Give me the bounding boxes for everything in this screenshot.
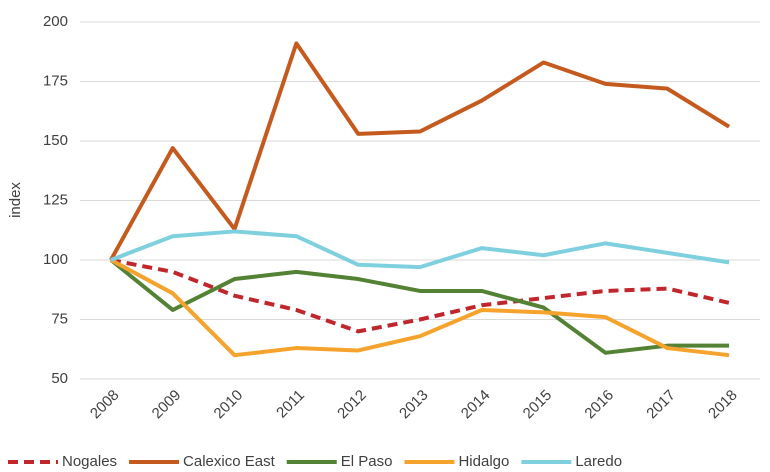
y-tick-label: 175 — [43, 72, 68, 89]
x-tick-label: 2017 — [643, 387, 679, 423]
y-tick-label: 150 — [43, 132, 68, 149]
y-tick-label: 75 — [51, 310, 68, 327]
x-tick-label: 2008 — [87, 387, 123, 423]
y-tick-label: 125 — [43, 191, 68, 208]
y-tick-label: 50 — [51, 370, 68, 387]
x-tick-label: 2012 — [334, 387, 370, 423]
line — [109, 258, 730, 358]
line — [109, 41, 731, 261]
legend-label: Hidalgo — [458, 453, 509, 470]
x-tick-label: 2011 — [273, 387, 308, 422]
x-tick-label: 2010 — [211, 387, 247, 423]
x-tick-label: 2016 — [581, 387, 617, 423]
x-tick-label: 2015 — [520, 387, 556, 423]
legend-label: El Paso — [341, 453, 393, 470]
line — [110, 258, 730, 334]
y-tick-label: 200 — [43, 13, 68, 30]
x-tick-label: 2013 — [396, 387, 432, 423]
line — [110, 229, 730, 270]
line — [109, 258, 730, 355]
x-tick-label: 2014 — [458, 387, 494, 423]
y-tick-label: 100 — [43, 251, 68, 268]
legend-label: Laredo — [575, 453, 622, 470]
x-tick-label: 2009 — [149, 387, 185, 423]
legend-label: Nogales — [62, 453, 117, 470]
y-axis-label: index — [7, 182, 24, 218]
legend-label: Calexico East — [183, 453, 276, 470]
x-tick-label: 2018 — [705, 387, 741, 423]
